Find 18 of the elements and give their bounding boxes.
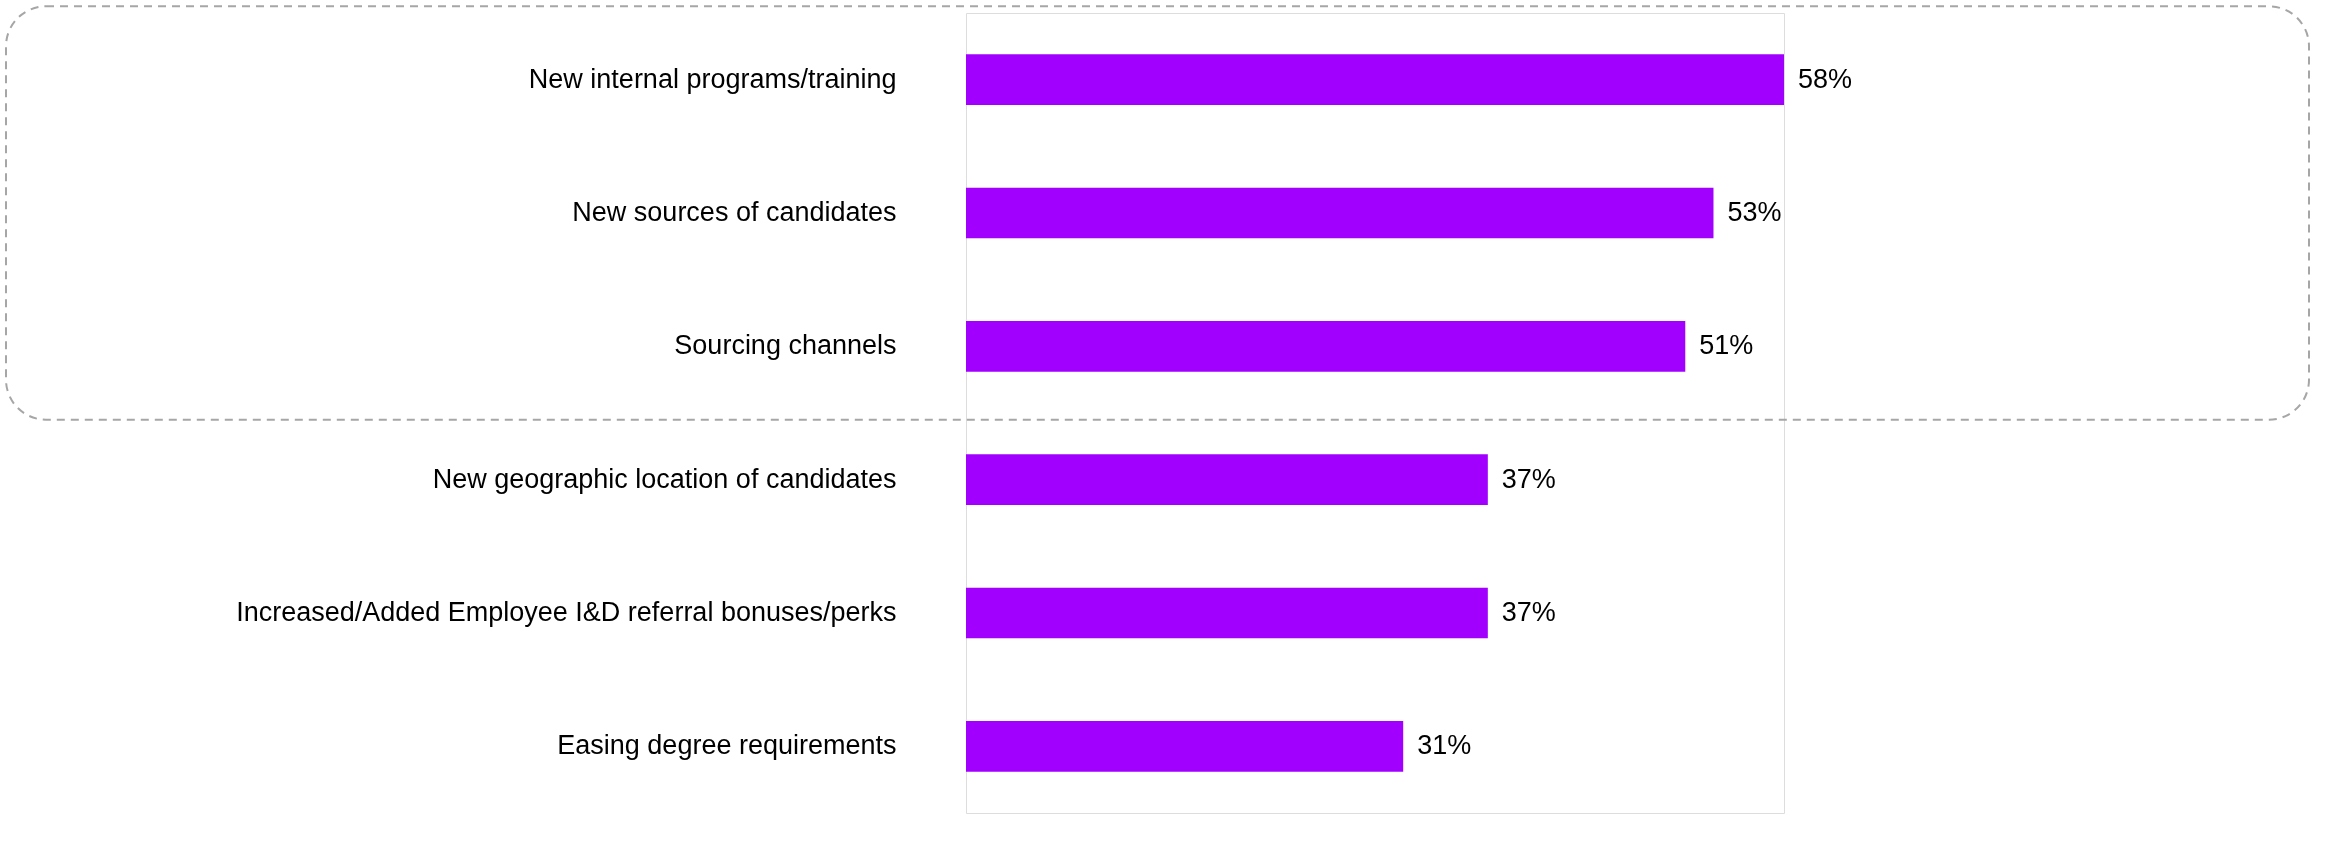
y-tick-label: New internal programs/training (528, 63, 897, 94)
data-label: 37% (1501, 597, 1556, 627)
y-tick-label: Increased/Added Employee I&D referral bonuses/perks (236, 597, 897, 627)
y-tick-label: Sourcing channels (674, 330, 897, 361)
bar (966, 721, 1404, 772)
bar (966, 587, 1488, 639)
data-label: 31% (1417, 730, 1472, 761)
data-label: 51% (1699, 330, 1754, 361)
bar (966, 54, 1784, 105)
y-tick-label: Easing degree requirements (557, 730, 897, 761)
bar (966, 454, 1488, 505)
data-label: 53% (1727, 197, 1782, 227)
y-tick-label: New geographic location of candidates (432, 463, 897, 494)
bar (966, 321, 1686, 372)
y-tick-label: New sources of candidates (572, 197, 897, 227)
data-label: 58% (1798, 63, 1853, 94)
data-label: 37% (1501, 463, 1556, 494)
bar (966, 187, 1714, 239)
